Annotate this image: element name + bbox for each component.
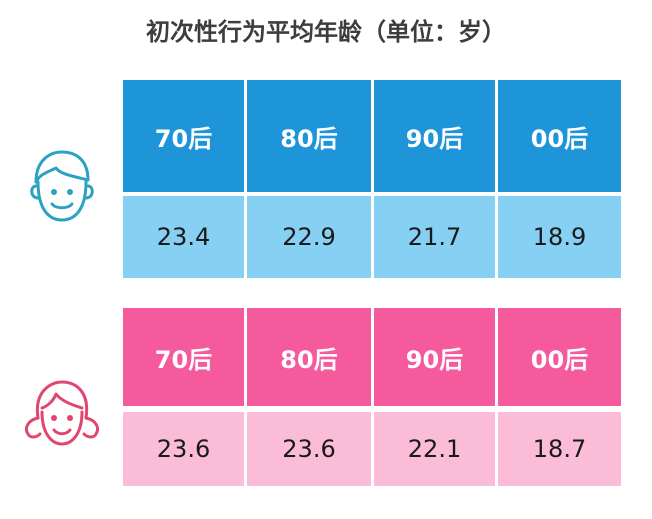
male-value-row: 23.4 22.9 21.7 18.9 <box>123 192 621 278</box>
male-value-80s: 22.9 <box>247 196 371 278</box>
male-header-70s: 70后 <box>123 80 244 192</box>
female-value-70s: 23.6 <box>123 412 244 486</box>
male-value-70s: 23.4 <box>123 196 244 278</box>
female-value-row: 23.6 23.6 22.1 18.7 <box>123 406 621 486</box>
female-header-70s: 70后 <box>123 308 244 406</box>
male-header-90s: 90后 <box>374 80 495 192</box>
female-header-00s: 00后 <box>498 308 621 406</box>
page-title: 初次性行为平均年龄（单位：岁） <box>146 18 506 46</box>
male-value-90s: 21.7 <box>374 196 495 278</box>
female-header-row: 70后 80后 90后 00后 <box>123 308 621 406</box>
female-value-00s: 18.7 <box>498 412 621 486</box>
male-header-80s: 80后 <box>247 80 371 192</box>
female-value-90s: 22.1 <box>374 412 495 486</box>
girl-face-icon <box>20 378 104 452</box>
female-header-80s: 80后 <box>247 308 371 406</box>
male-age-table: 70后 80后 90后 00后 23.4 22.9 21.7 18.9 <box>123 80 621 278</box>
male-header-00s: 00后 <box>498 80 621 192</box>
male-header-row: 70后 80后 90后 00后 <box>123 80 621 192</box>
female-header-90s: 90后 <box>374 308 495 406</box>
female-age-table: 70后 80后 90后 00后 23.6 23.6 22.1 18.7 <box>123 308 621 486</box>
female-value-80s: 23.6 <box>247 412 371 486</box>
male-value-00s: 18.9 <box>498 196 621 278</box>
boy-face-icon <box>26 146 96 232</box>
